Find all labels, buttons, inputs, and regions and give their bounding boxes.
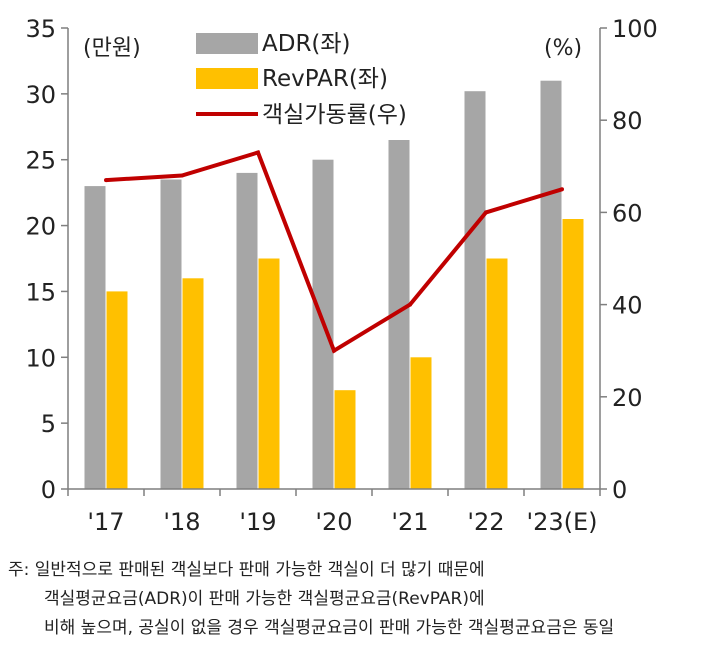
x-tick-label-0: '17 (87, 508, 124, 536)
chart: 0 5 10 15 20 25 30 35 0 20 40 60 80 100 '17 '18 '19 '20 '2… (25, 15, 657, 536)
bar-revpar-1 (182, 278, 204, 489)
bar-adr-0 (84, 186, 106, 489)
right-tick-label-1: 20 (612, 384, 643, 412)
occupancy-point-4 (408, 302, 412, 307)
bar-revpar-0 (106, 291, 128, 489)
right-tick-label-5: 100 (612, 15, 658, 43)
left-axis-unit: (만원) (83, 36, 141, 61)
footnote-line-1: 주: 일반적으로 판매된 객실보다 판매 가능한 객실이 더 많기 때문에 (8, 560, 485, 580)
left-tick-label-7: 35 (25, 15, 56, 43)
left-tick-label-4: 20 (25, 213, 56, 241)
bar-adr-5 (464, 91, 486, 489)
right-tick-label-0: 0 (612, 476, 627, 504)
left-tick-label-5: 25 (25, 147, 56, 175)
right-tick-label-3: 60 (612, 199, 643, 227)
bar-adr-4 (388, 140, 410, 489)
x-tick-label-6: '23(E) (526, 508, 597, 536)
bar-adr-6 (540, 80, 562, 489)
bars-layer (84, 80, 584, 489)
occupancy-point-3 (332, 348, 336, 353)
bar-revpar-6 (562, 219, 584, 489)
occupancy-point-0 (104, 178, 108, 183)
footnote: 주: 일반적으로 판매된 객실보다 판매 가능한 객실이 더 많기 때문에 객실… (8, 556, 714, 643)
occupancy-point-2 (256, 150, 260, 155)
legend-label-revpar: RevPAR(좌) (262, 66, 388, 92)
footnote-line-2: 객실평균요금(ADR)이 판매 가능한 객실평균요금(RevPAR)에 (44, 589, 485, 609)
legend-swatch-revpar (196, 68, 258, 89)
bar-revpar-3 (334, 390, 356, 489)
left-tick-label-3: 15 (25, 278, 56, 306)
right-tick-label-4: 80 (612, 107, 643, 135)
occupancy-point-1 (180, 173, 184, 178)
x-tick-label-1: '18 (163, 508, 200, 536)
left-tick-label-0: 0 (41, 476, 56, 504)
bar-revpar-4 (410, 357, 432, 489)
legend-label-adr: ADR(좌) (262, 31, 351, 57)
left-tick-label-2: 10 (25, 344, 56, 372)
bar-adr-1 (160, 179, 182, 489)
left-tick-label-1: 5 (41, 410, 56, 438)
bar-revpar-2 (258, 258, 280, 489)
right-axis-unit: (%) (544, 36, 582, 61)
x-tick-label-4: '21 (391, 508, 428, 536)
axes-layer: 0 5 10 15 20 25 30 35 0 20 40 60 80 100 '17 '18 '19 '20 '2… (25, 15, 657, 536)
bar-adr-2 (236, 172, 258, 489)
footnote-line-3: 비해 높으며, 공실이 없을 경우 객실평균요금이 판매 가능한 객실평균요금은… (44, 618, 615, 638)
bar-revpar-5 (486, 258, 508, 489)
legend: ADR(좌) RevPAR(좌) 객실가동률(우) (196, 31, 407, 128)
left-tick-label-6: 30 (25, 81, 56, 109)
x-tick-label-3: '20 (315, 508, 352, 536)
right-tick-label-2: 40 (612, 292, 643, 320)
legend-swatch-adr (196, 33, 258, 54)
occupancy-point-5 (484, 210, 488, 215)
line-layer (104, 150, 564, 354)
x-tick-label-2: '19 (239, 508, 276, 536)
occupancy-point-6 (560, 187, 564, 192)
legend-label-occupancy: 객실가동률(우) (262, 102, 407, 128)
x-tick-label-5: '22 (467, 508, 504, 536)
